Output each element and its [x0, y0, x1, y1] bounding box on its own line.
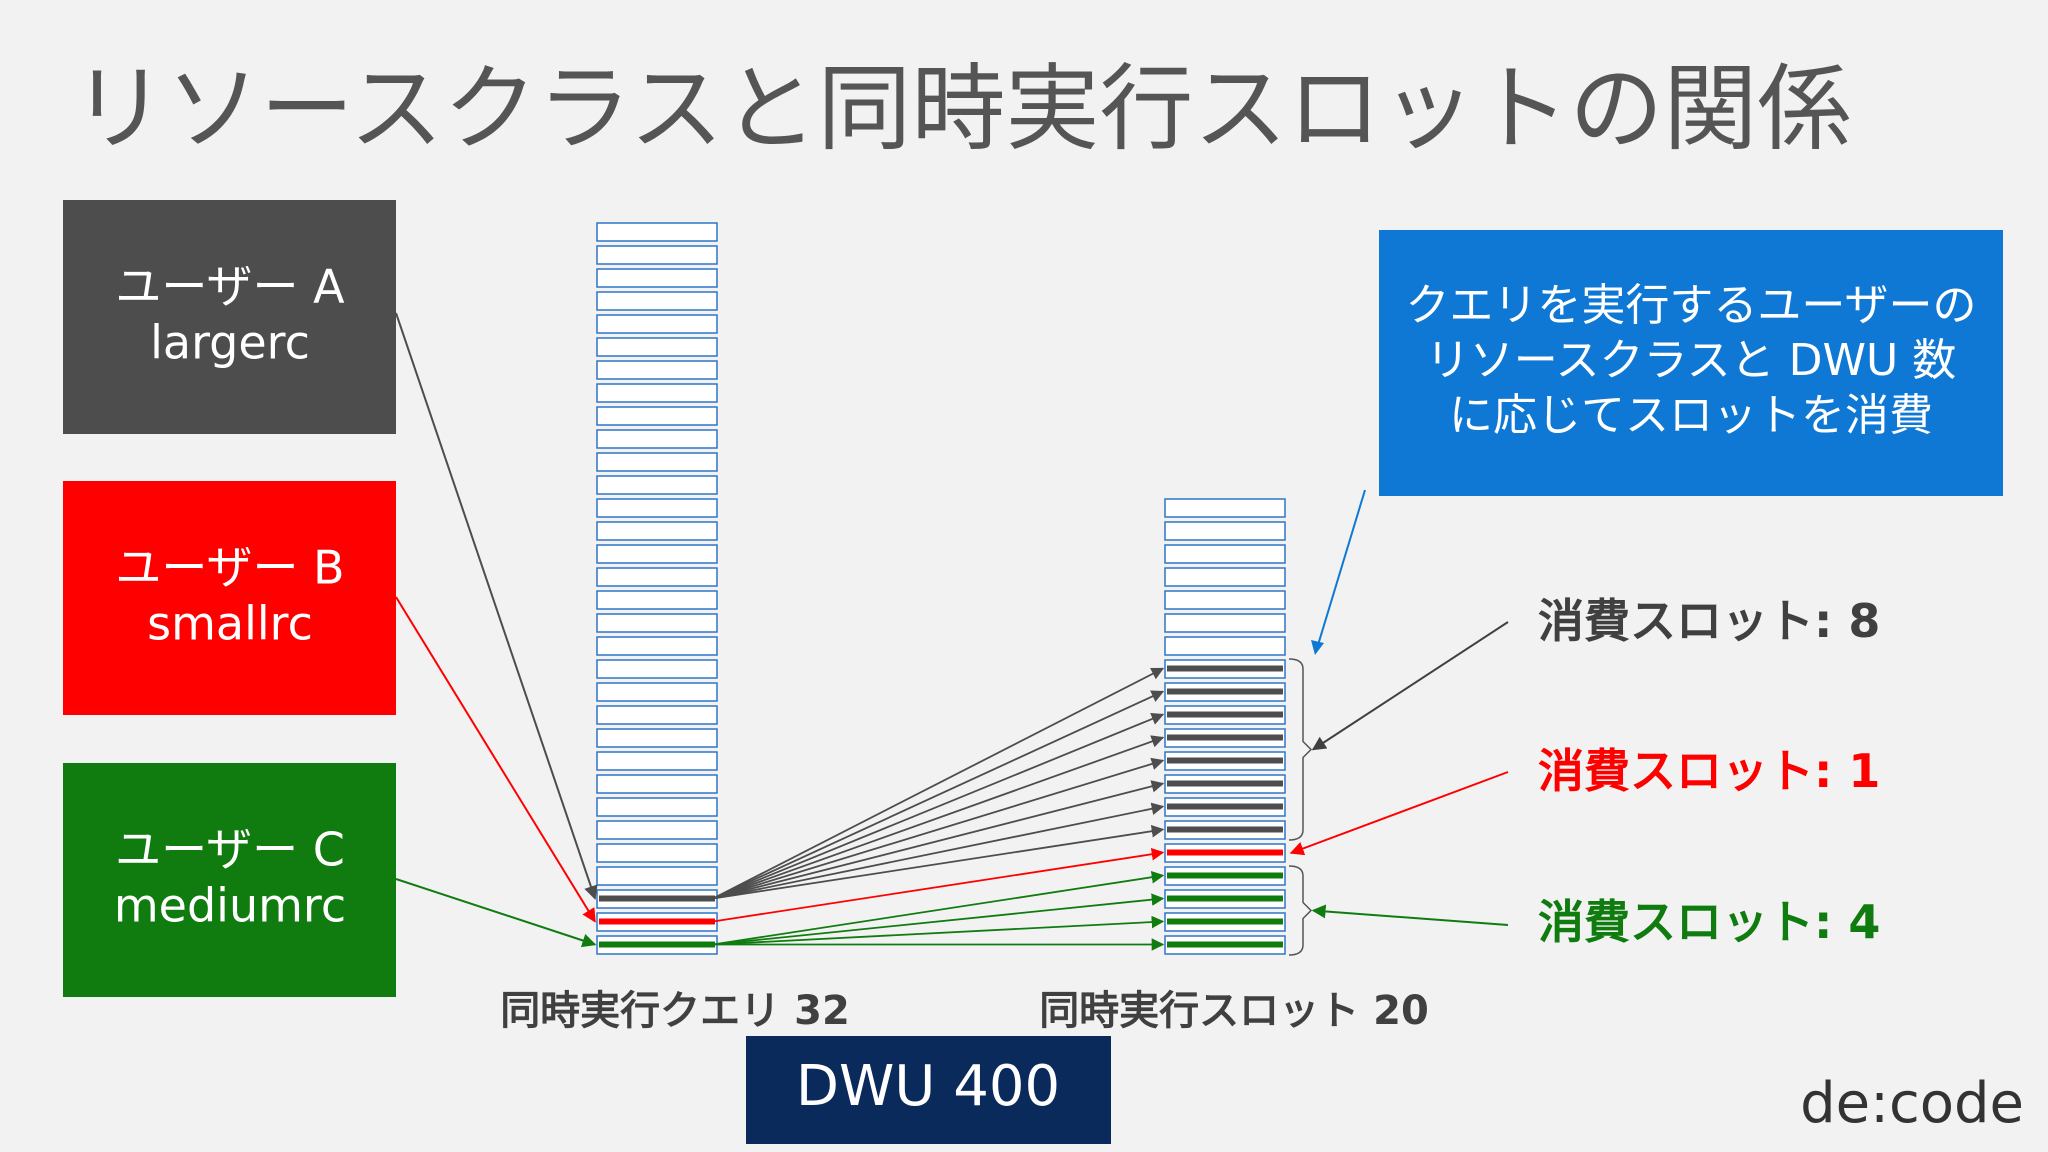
arrow	[395, 596, 596, 923]
slot	[596, 245, 718, 265]
slot	[596, 314, 718, 334]
arrow	[395, 878, 597, 948]
arrow	[712, 893, 1165, 946]
column-label: 同時実行クエリ 32	[500, 988, 850, 1034]
user-box	[63, 481, 396, 715]
slot	[596, 383, 718, 403]
slot	[596, 521, 718, 541]
slot	[1164, 544, 1286, 564]
slot	[1164, 567, 1286, 587]
consumption-label-text: 消費スロット:	[1538, 744, 1832, 798]
column-slot-count: 20	[1373, 988, 1429, 1034]
slot	[596, 567, 718, 587]
arrow	[712, 824, 1165, 900]
arrow	[1311, 904, 1509, 926]
consumption-label: 消費スロット: 8	[1538, 594, 1880, 648]
callout-arrowhead	[1311, 640, 1324, 655]
slot	[1164, 498, 1286, 518]
arrow	[712, 870, 1165, 946]
column-slot-count: 32	[794, 988, 850, 1034]
slot	[596, 452, 718, 472]
consumption-label-text: 消費スロット:	[1538, 895, 1832, 949]
slot	[596, 820, 718, 840]
arrow	[712, 847, 1165, 923]
callout-text: に応じてスロットを消費	[1449, 390, 1933, 441]
consumption-label: 消費スロット: 4	[1538, 895, 1880, 949]
arrow	[712, 690, 1165, 900]
callout-box	[1379, 230, 2003, 496]
slot	[596, 268, 718, 288]
user-box	[63, 763, 396, 997]
slot	[596, 544, 718, 564]
slot	[596, 636, 718, 656]
arrow	[712, 802, 1165, 900]
arrow	[1289, 771, 1509, 856]
callout-text: リソースクラスと DWU 数	[1426, 335, 1956, 386]
slot	[596, 751, 718, 771]
slot	[596, 475, 718, 495]
slot	[1164, 636, 1286, 656]
arrow	[712, 915, 1165, 946]
brace	[1288, 658, 1313, 841]
slot	[596, 406, 718, 426]
slot	[596, 705, 718, 725]
consumption-label-text: 消費スロット:	[1538, 594, 1832, 648]
arrow	[712, 712, 1165, 900]
consumption-value: 1	[1848, 744, 1880, 798]
consumption-value: 8	[1848, 594, 1880, 648]
slot	[596, 682, 718, 702]
slot	[596, 728, 718, 748]
arrow	[712, 757, 1165, 900]
slide-title: リソースクラスと同時実行スロットの関係	[72, 55, 1851, 164]
column-label-text: 同時実行クエリ	[500, 988, 780, 1034]
brace	[1288, 865, 1313, 956]
callout-arrow	[1317, 489, 1366, 646]
slot	[596, 613, 718, 633]
user-name: ユーザー C	[115, 823, 345, 877]
arrow	[712, 780, 1165, 900]
logo: de:code	[1800, 1071, 2024, 1136]
user-resource-class: smallrc	[147, 597, 313, 651]
slot	[596, 498, 718, 518]
slot	[596, 774, 718, 794]
slot	[1164, 590, 1286, 610]
column-label-text: 同時実行スロット	[1039, 988, 1359, 1034]
slot	[1164, 613, 1286, 633]
user-box	[63, 200, 396, 434]
slot	[596, 659, 718, 679]
slot	[1164, 521, 1286, 541]
user-name: ユーザー A	[115, 260, 345, 314]
slot	[596, 590, 718, 610]
slot	[596, 222, 718, 242]
column-label: 同時実行スロット 20	[1039, 988, 1429, 1034]
consumption-value: 4	[1848, 895, 1880, 949]
slot	[596, 797, 718, 817]
user-resource-class: mediumrc	[114, 879, 346, 933]
arrow	[712, 667, 1165, 900]
user-name: ユーザー B	[115, 541, 344, 595]
arrow	[712, 735, 1165, 900]
slot	[596, 337, 718, 357]
arrow	[1311, 621, 1509, 751]
dwu-label: DWU 400	[796, 1054, 1060, 1119]
arrow	[395, 312, 598, 900]
slot	[596, 291, 718, 311]
slot	[596, 360, 718, 380]
dwu-box	[746, 1036, 1111, 1144]
slot	[596, 843, 718, 863]
consumption-label: 消費スロット: 1	[1538, 744, 1880, 798]
callout-text: クエリを実行するユーザーの	[1405, 280, 1976, 331]
slot	[596, 429, 718, 449]
user-resource-class: largerc	[150, 316, 310, 370]
slot	[596, 866, 718, 886]
